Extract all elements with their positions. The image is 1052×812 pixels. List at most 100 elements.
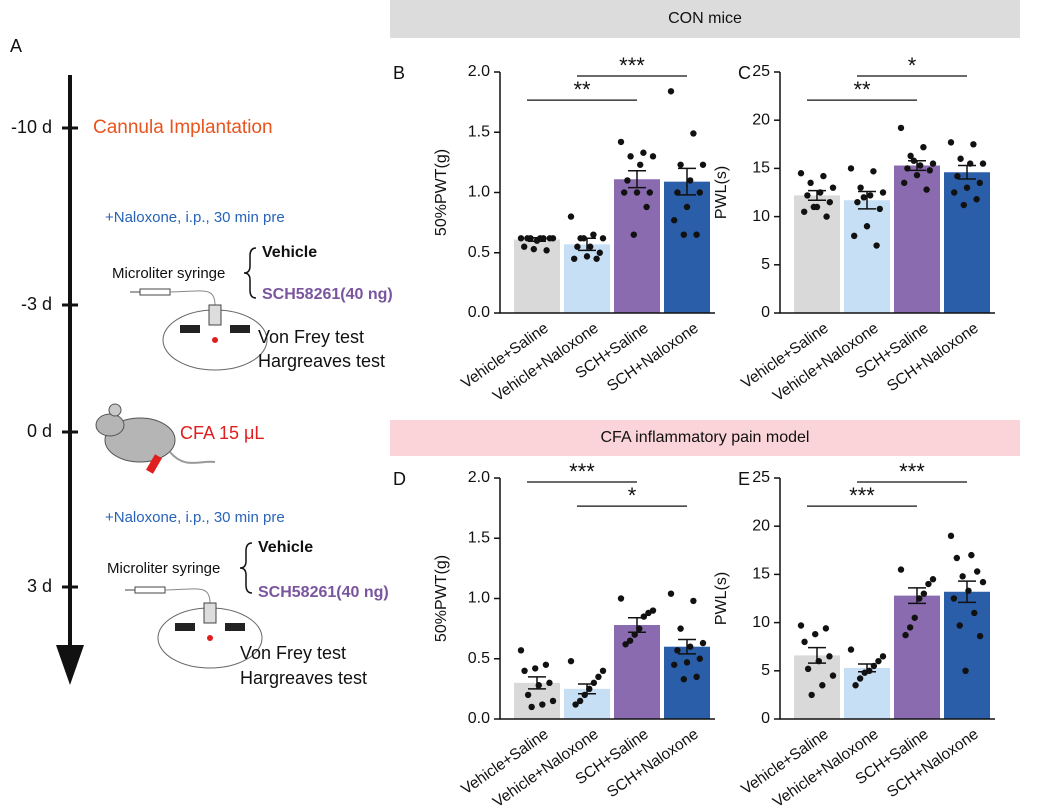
data-point — [667, 590, 675, 597]
data-point — [524, 235, 531, 242]
data-point — [546, 235, 553, 242]
syringe-label: Microliter syringe — [107, 560, 220, 577]
data-point — [528, 703, 535, 711]
data-point — [667, 88, 675, 95]
data-point — [902, 631, 909, 639]
data-point — [863, 223, 871, 230]
sig-label: * — [908, 53, 917, 78]
data-point — [904, 165, 911, 172]
data-point — [971, 609, 978, 617]
sig-label: *** — [899, 459, 925, 484]
timepoint: 0 d — [27, 421, 52, 441]
sig-label: *** — [569, 459, 595, 484]
data-point — [581, 691, 588, 699]
bar — [894, 595, 940, 719]
y-tick-label: 1.5 — [468, 529, 490, 546]
data-point — [829, 672, 837, 679]
data-point — [580, 235, 587, 242]
y-tick-label: 0.0 — [468, 304, 490, 321]
panel-a: A -10 d -3 d 0 d 3 d Cannula Implantatio… — [10, 36, 393, 688]
y-tick-label: 10 — [752, 208, 770, 225]
data-point — [521, 243, 528, 250]
data-point — [680, 231, 687, 238]
data-point — [973, 196, 980, 203]
axes — [499, 478, 715, 720]
y-tick-label: 25 — [752, 469, 770, 486]
data-point — [699, 639, 707, 647]
data-point — [521, 667, 528, 674]
data-point — [907, 152, 914, 160]
data-point — [677, 625, 684, 632]
test: Von Frey test — [258, 327, 364, 347]
data-point — [920, 590, 928, 597]
data-point — [549, 697, 557, 705]
syringe-label: Microliter syringe — [112, 265, 225, 282]
x-tick-label: SCH+Naloxone — [604, 320, 702, 395]
data-point — [906, 624, 914, 631]
data-point — [897, 566, 905, 573]
x-tick-label: SCH+Naloxone — [604, 726, 702, 801]
data-point — [875, 657, 882, 665]
data-point — [870, 662, 878, 670]
bar — [844, 667, 890, 719]
data-point — [960, 201, 967, 209]
error-bar — [678, 638, 696, 655]
error-bar — [808, 189, 826, 201]
data-point — [683, 203, 691, 211]
data-point — [823, 213, 830, 220]
bar — [664, 181, 710, 313]
data-point — [822, 625, 830, 632]
data-point — [543, 247, 550, 254]
y-tick-label: 1.0 — [468, 184, 490, 201]
data-point — [631, 631, 638, 638]
mouse — [95, 403, 216, 474]
data-point — [586, 685, 593, 693]
data-point — [817, 189, 824, 196]
data-point — [599, 235, 607, 242]
data-point — [860, 194, 867, 201]
sig-label: *** — [849, 483, 875, 508]
y-tick-label: 0.5 — [468, 244, 490, 261]
timepoint: 3 d — [27, 576, 52, 596]
data-point — [929, 576, 937, 583]
data-point — [621, 189, 628, 196]
data-point — [819, 682, 826, 689]
data-point — [967, 160, 974, 167]
data-point — [873, 242, 880, 249]
sig-label: * — [628, 483, 637, 508]
data-point — [801, 638, 808, 646]
data-point — [646, 189, 653, 196]
data-point — [965, 587, 972, 594]
data-point — [517, 235, 525, 242]
syringe-brain — [125, 586, 263, 669]
data-point — [829, 184, 837, 191]
data-point — [870, 168, 877, 175]
data-point — [867, 192, 874, 199]
data-point — [596, 249, 603, 256]
bar — [894, 165, 940, 313]
brace — [239, 542, 253, 594]
data-point — [807, 179, 814, 187]
data-point — [910, 157, 917, 164]
y-tick-label: 20 — [752, 517, 770, 534]
data-point — [950, 595, 958, 602]
panel-letter: C — [738, 63, 751, 83]
error-bar — [678, 167, 696, 196]
y-tick-label: 0 — [761, 304, 770, 321]
data-point — [535, 682, 542, 689]
data-point — [571, 255, 578, 262]
sig-label: ** — [853, 77, 871, 102]
data-point — [636, 625, 643, 632]
data-point — [677, 161, 684, 168]
banner: CFA inflammatory pain model — [601, 429, 810, 446]
panel-letter: E — [738, 469, 750, 489]
data-point — [687, 643, 694, 650]
data-point — [897, 124, 905, 132]
y-tick-label: 0.5 — [468, 650, 490, 667]
data-point — [517, 647, 525, 654]
data-point — [953, 554, 961, 562]
data-point — [973, 568, 981, 575]
bar — [614, 625, 660, 719]
y-tick-label: 1.0 — [468, 590, 490, 607]
